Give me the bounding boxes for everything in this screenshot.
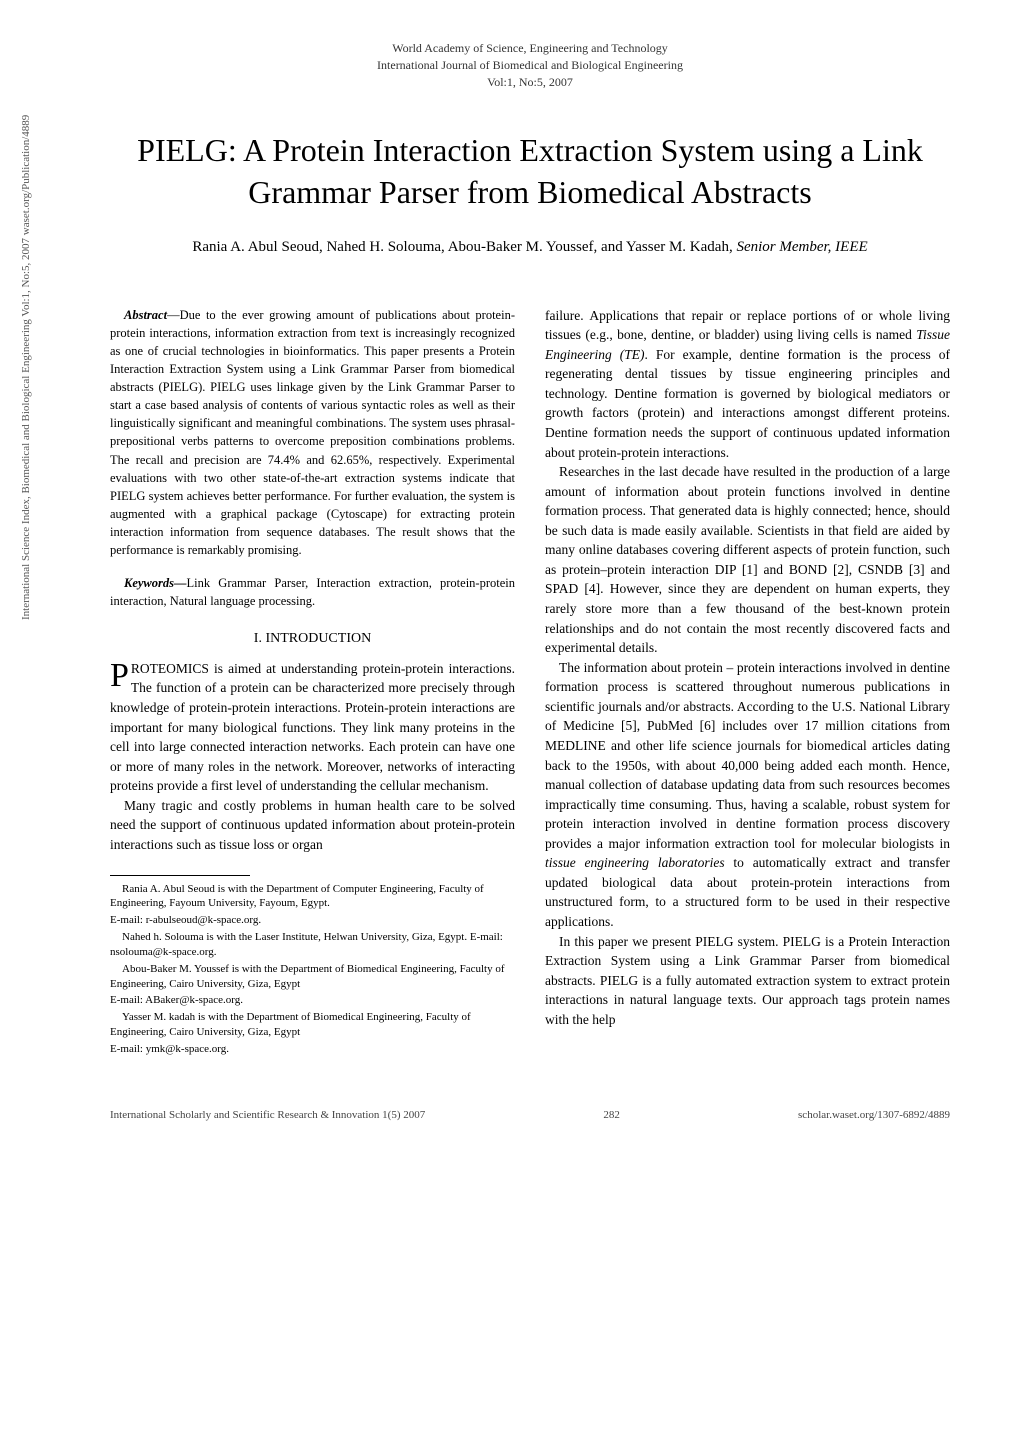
footnotes-block: Rania A. Abul Seoud is with the Departme… — [110, 882, 515, 1057]
intro-para-1-text: ROTEOMICS is aimed at understanding prot… — [110, 661, 515, 793]
abstract-label: Abstract — [124, 308, 167, 322]
author-senior-member: Senior Member, IEEE — [736, 239, 867, 255]
col2-para-1: failure. Applications that repair or rep… — [545, 306, 950, 463]
abstract-text: —Due to the ever growing amount of publi… — [110, 308, 515, 558]
footer-page-number: 282 — [603, 1109, 620, 1121]
col2-para-4: In this paper we present PIELG system. P… — [545, 932, 950, 1030]
two-column-layout: Abstract—Due to the ever growing amount … — [110, 306, 950, 1059]
footnote-3a: Abou-Baker M. Youssef is with the Depart… — [110, 962, 515, 992]
keywords-label: Keywords— — [124, 576, 187, 590]
col2-para-2: Researches in the last decade have resul… — [545, 462, 950, 658]
col2-para-1-pre: failure. Applications that repair or rep… — [545, 308, 950, 343]
author-names: Rania A. Abul Seoud, Nahed H. Solouma, A… — [192, 239, 736, 255]
footnote-4b: E-mail: ymk@k-space.org. — [110, 1042, 515, 1057]
sidebar-publication-info: International Science Index, Biomedical … — [20, 115, 32, 620]
page-footer: International Scholarly and Scientific R… — [110, 1109, 950, 1121]
footnote-3b: E-mail: ABaker@k-space.org. — [110, 993, 515, 1008]
intro-para-1: PROTEOMICS is aimed at understanding pro… — [110, 659, 515, 796]
footnote-separator — [110, 875, 250, 876]
dropcap-letter: P — [110, 659, 131, 690]
intro-para-2: Many tragic and costly problems in human… — [110, 796, 515, 855]
keywords-paragraph: Keywords—Link Grammar Parser, Interactio… — [110, 574, 515, 610]
col2-para-1-post: . For example, dentine formation is the … — [545, 347, 950, 460]
footer-right: scholar.waset.org/1307-6892/4889 — [798, 1109, 950, 1121]
journal-header: World Academy of Science, Engineering an… — [110, 40, 950, 90]
footnote-2a: Nahed h. Solouma is with the Laser Insti… — [110, 930, 515, 960]
footnote-1b: E-mail: r-abulseoud@k-space.org. — [110, 913, 515, 928]
abstract-paragraph: Abstract—Due to the ever growing amount … — [110, 306, 515, 560]
footer-left: International Scholarly and Scientific R… — [110, 1109, 425, 1121]
section-heading-introduction: I. INTRODUCTION — [110, 629, 515, 649]
right-column: failure. Applications that repair or rep… — [545, 306, 950, 1059]
col2-para-3-italic: tissue engineering laboratories — [545, 855, 725, 870]
left-column: Abstract—Due to the ever growing amount … — [110, 306, 515, 1059]
journal-subtitle: International Journal of Biomedical and … — [110, 57, 950, 74]
authors-line: Rania A. Abul Seoud, Nahed H. Solouma, A… — [110, 239, 950, 256]
paper-title: PIELG: A Protein Interaction Extraction … — [110, 130, 950, 213]
footnote-4a: Yasser M. kadah is with the Department o… — [110, 1010, 515, 1040]
col2-para-3-pre: The information about protein – protein … — [545, 660, 950, 851]
journal-volume: Vol:1, No:5, 2007 — [110, 74, 950, 91]
journal-name: World Academy of Science, Engineering an… — [110, 40, 950, 57]
footnote-1a: Rania A. Abul Seoud is with the Departme… — [110, 882, 515, 912]
col2-para-3: The information about protein – protein … — [545, 658, 950, 932]
